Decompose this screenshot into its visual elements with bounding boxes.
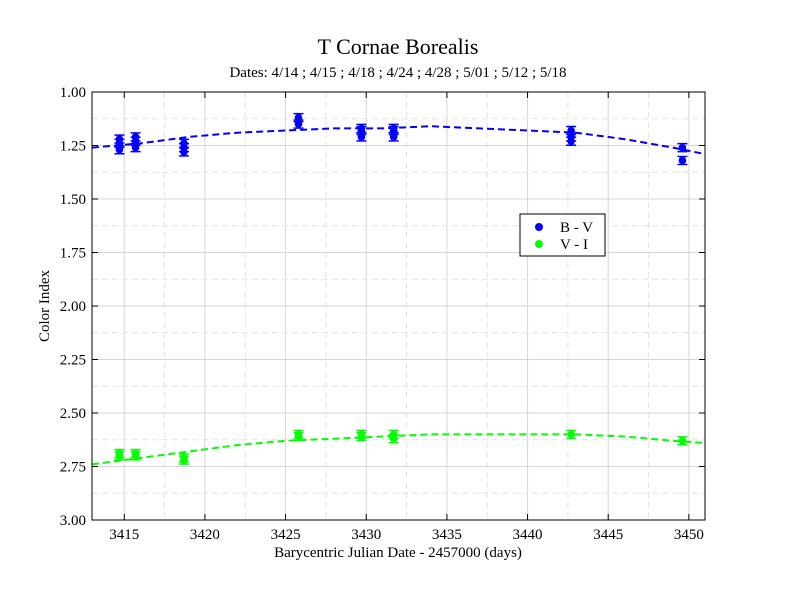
- marker: [678, 143, 687, 152]
- marker: [131, 143, 140, 152]
- marker: [678, 156, 687, 165]
- x-axis-label: Barycentric Julian Date - 2457000 (days): [274, 545, 522, 561]
- legend-label-b-v: B - V: [560, 220, 593, 236]
- legend-marker-v-i: [535, 240, 543, 248]
- data-point-b-v: [677, 142, 688, 153]
- y-tick-label: 1.75: [60, 246, 86, 262]
- marker: [389, 434, 398, 443]
- data-point-b-v: [293, 119, 304, 129]
- data-point-b-v: [114, 145, 125, 155]
- marker: [131, 452, 140, 460]
- marker: [357, 432, 366, 441]
- y-tick-label: 3.00: [60, 513, 86, 529]
- x-tick-label: 3450: [674, 527, 704, 543]
- x-tick-label: 3445: [593, 527, 623, 543]
- marker: [180, 148, 188, 156]
- data-point-b-v: [388, 132, 399, 142]
- y-tick-label: 2.50: [60, 406, 86, 422]
- marker: [567, 137, 575, 146]
- data-point-v-i: [293, 431, 304, 442]
- legend-label-v-i: V - I: [560, 237, 588, 253]
- fit-curve-b-v: [91, 125, 706, 156]
- legend-marker-b-v: [535, 223, 543, 231]
- fit-curves: [91, 125, 706, 466]
- x-axis: 3415 3420 3425 3430 3435 3440 3445 3450: [109, 92, 704, 543]
- data-point-v-i: [178, 455, 189, 465]
- y-axis: 1.00 1.25 1.50 1.75 2.00 2.25 2.50 2.75 3.00: [60, 85, 705, 529]
- x-tick-label: 3440: [513, 527, 543, 543]
- marker: [115, 145, 124, 154]
- data-point-v-i: [388, 433, 399, 444]
- data-point-b-v: [677, 155, 688, 166]
- x-tick-label: 3425: [271, 527, 301, 543]
- data-point-v-i: [114, 451, 125, 461]
- y-tick-label: 1.00: [60, 85, 86, 101]
- y-tick-label: 2.00: [60, 299, 86, 315]
- legend: B - V V - I: [519, 213, 606, 257]
- chart-title: T Cornae Borealis: [318, 34, 479, 59]
- data-point-b-v: [130, 142, 141, 153]
- marker: [115, 452, 124, 460]
- marker: [294, 432, 303, 441]
- marker: [567, 430, 575, 439]
- data-point-v-i: [356, 431, 367, 442]
- x-tick-label: 3435: [432, 527, 462, 543]
- y-axis-label: Color Index: [37, 269, 53, 342]
- x-tick-label: 3415: [109, 527, 139, 543]
- marker: [678, 437, 687, 445]
- data-point-b-v: [566, 136, 577, 146]
- data-point-b-v: [178, 147, 189, 157]
- data-point-v-i: [677, 436, 688, 446]
- chart-subtitle: Dates: 4/14 ; 4/15 ; 4/18 ; 4/24 ; 4/28 …: [229, 65, 566, 81]
- marker: [357, 133, 366, 141]
- y-tick-label: 2.75: [60, 460, 86, 476]
- y-tick-label: 2.25: [60, 353, 86, 369]
- data-point-v-i: [566, 429, 577, 440]
- marker: [180, 456, 188, 464]
- data-points: [114, 112, 688, 465]
- data-point-v-i: [130, 451, 141, 461]
- data-point-b-v: [356, 132, 367, 142]
- y-tick-label: 1.50: [60, 192, 86, 208]
- marker: [294, 120, 303, 128]
- grid: [92, 91, 705, 521]
- legend-box: [519, 213, 606, 257]
- fit-curve-v-i: [91, 433, 706, 466]
- marker: [389, 133, 398, 141]
- x-tick-label: 3430: [351, 527, 381, 543]
- x-tick-label: 3420: [190, 527, 220, 543]
- y-tick-label: 1.25: [60, 139, 86, 155]
